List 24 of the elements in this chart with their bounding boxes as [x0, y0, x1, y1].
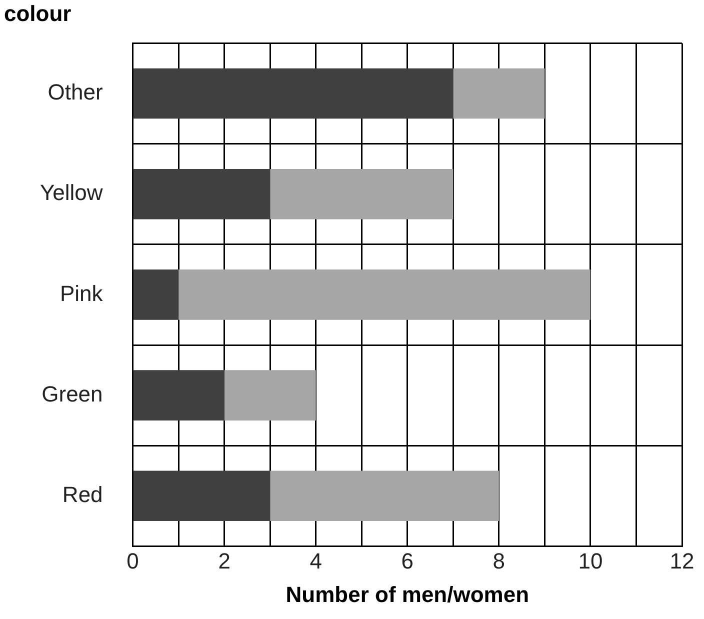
y-tick-label: Pink: [60, 280, 104, 306]
x-tick-label: 2: [218, 548, 230, 574]
bar: [134, 470, 270, 522]
bar: [134, 68, 454, 119]
x-tick-label: 6: [401, 548, 414, 574]
x-axis-title: Number of men/women: [286, 582, 530, 607]
x-tick-label: 0: [126, 548, 139, 574]
y-tick-label: Green: [42, 381, 103, 406]
bar: [270, 168, 454, 220]
bar: [270, 470, 499, 522]
x-tick-label: 12: [670, 548, 694, 574]
y-axis-title: colour: [4, 1, 72, 26]
bar: [134, 168, 270, 220]
y-tick-label: Other: [48, 80, 103, 105]
y-tick-label: Red: [62, 482, 103, 507]
bar: [178, 270, 590, 320]
bar: [134, 370, 224, 420]
x-tick-label: 8: [492, 548, 506, 574]
x-tick-label: 4: [310, 548, 322, 574]
x-tick-label: 10: [578, 548, 603, 574]
y-tick-label: Yellow: [40, 180, 103, 206]
bar: [224, 370, 316, 420]
bar: [134, 270, 179, 320]
bar: [453, 68, 545, 119]
